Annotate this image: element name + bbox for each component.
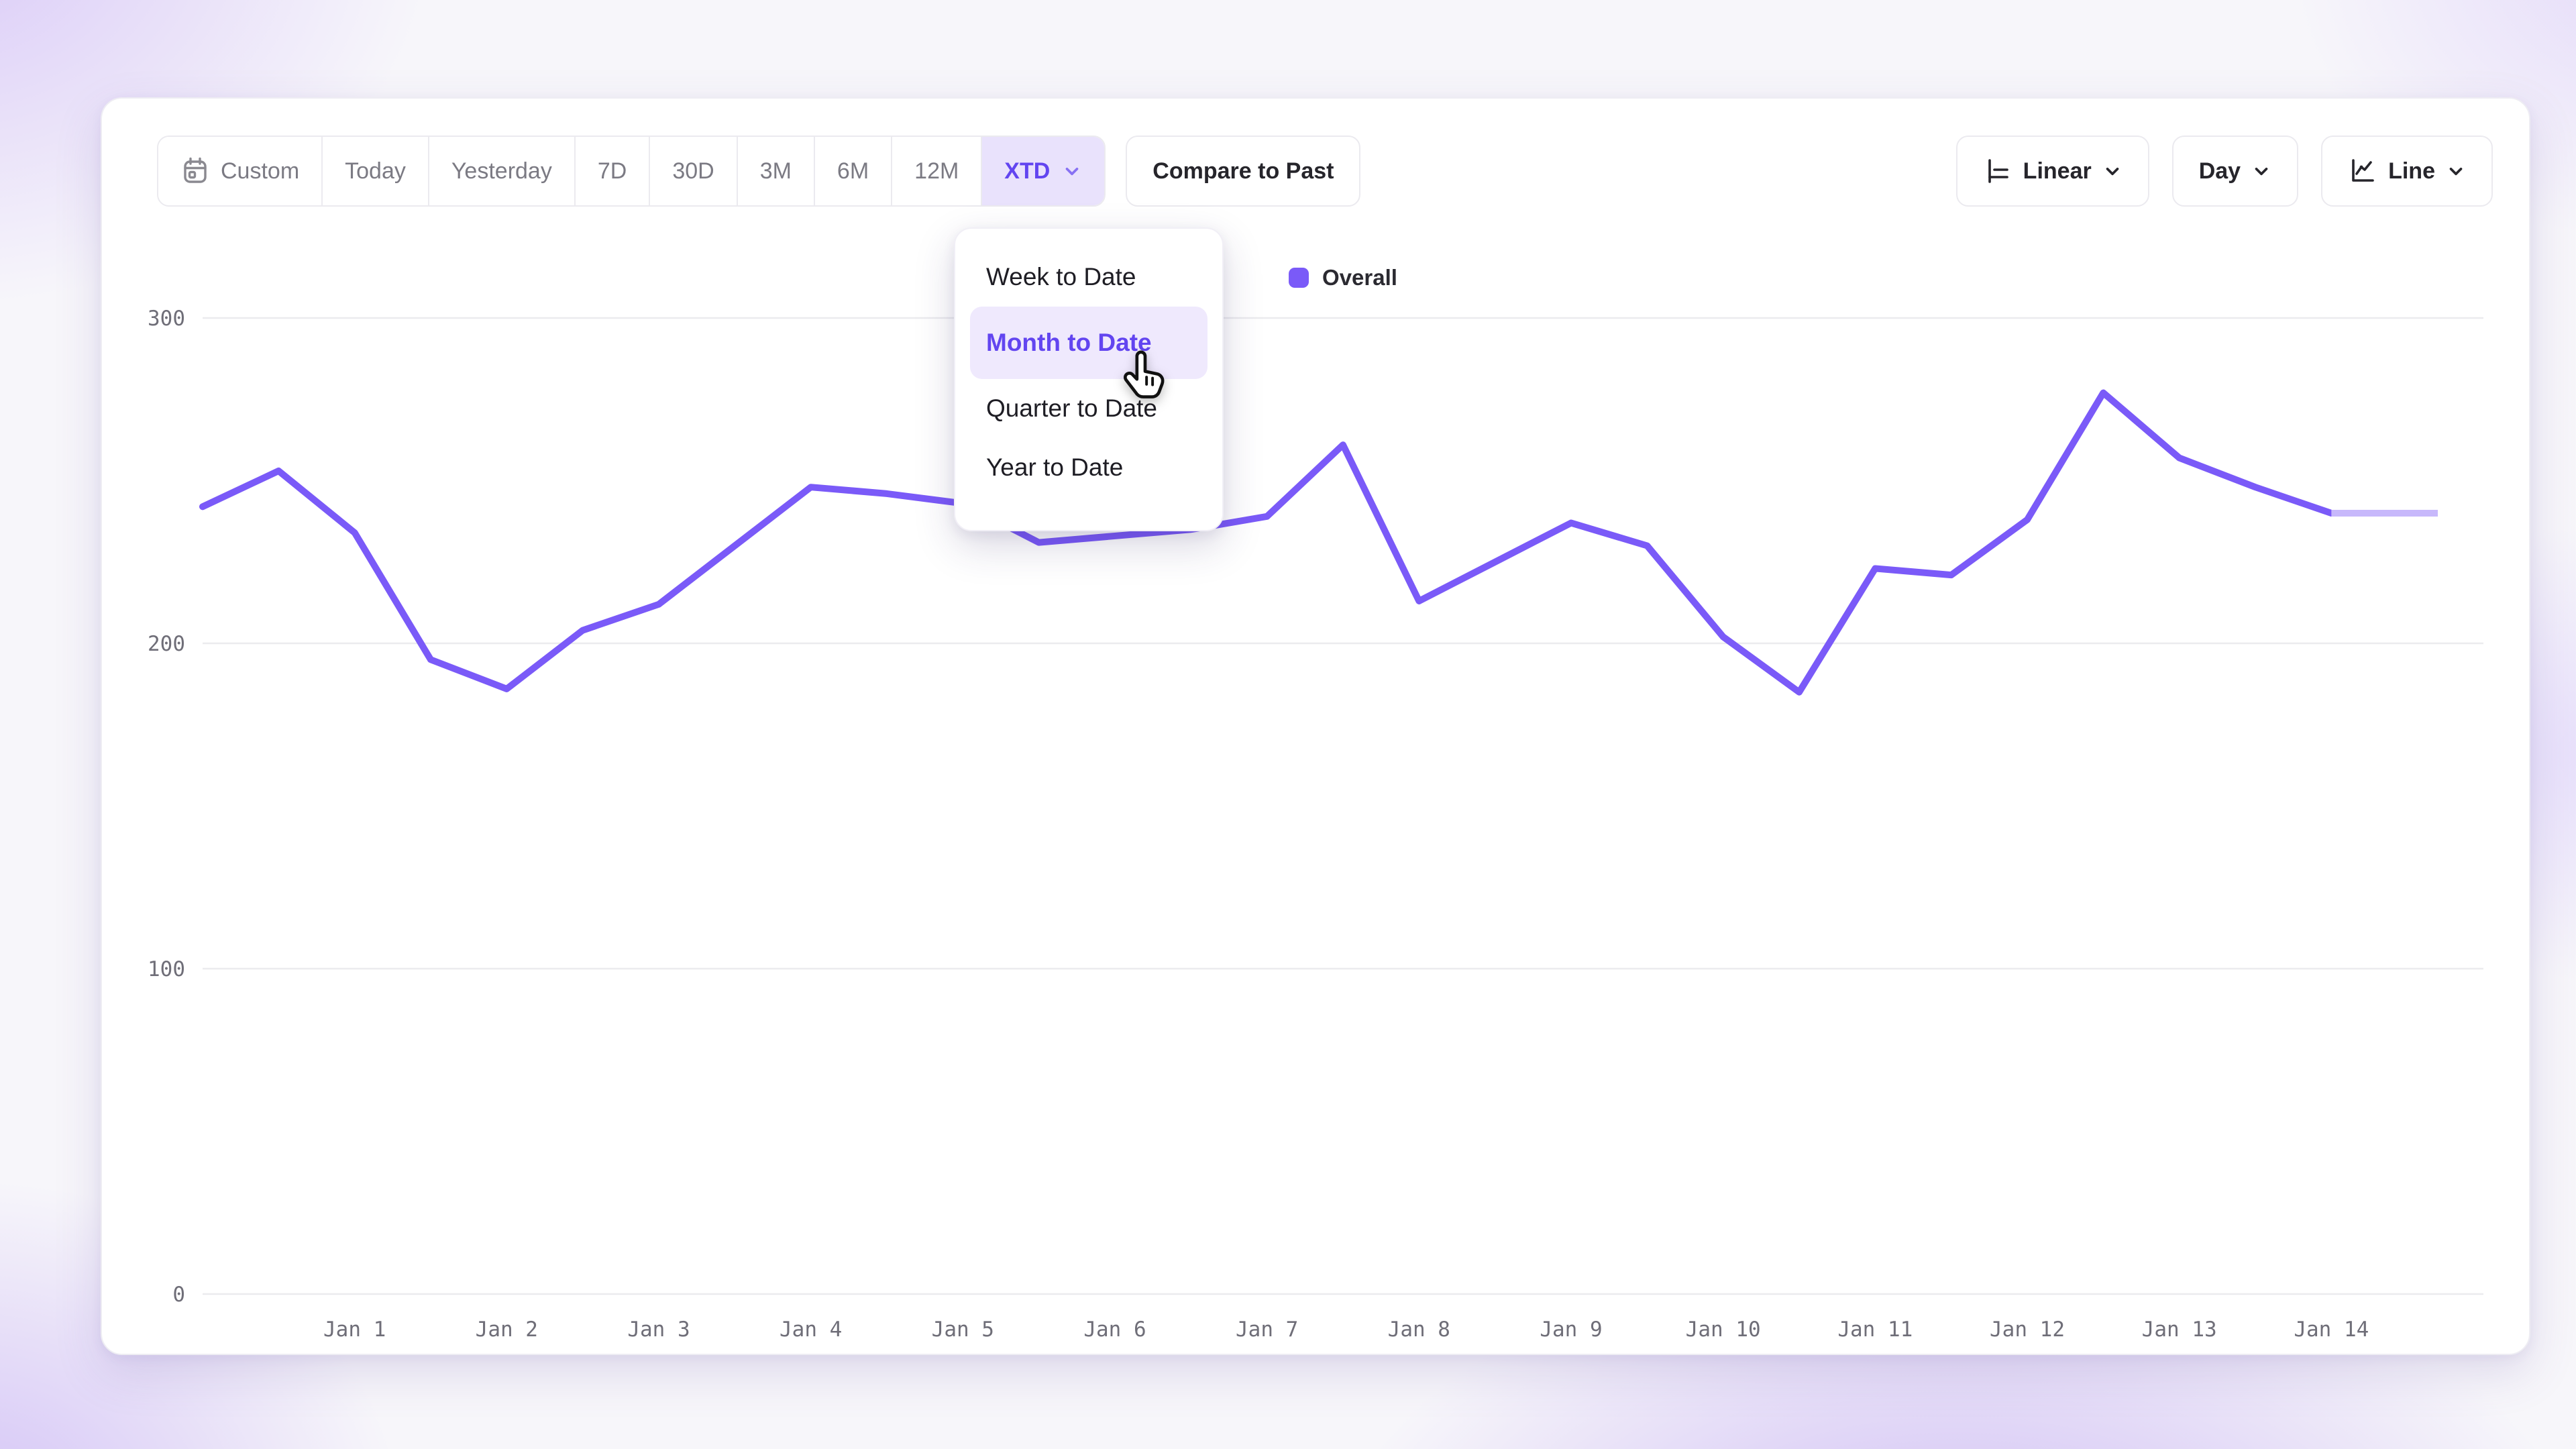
date-range-label: Today — [345, 158, 406, 184]
x-axis-tick-label: Jan 12 — [1990, 1318, 2065, 1342]
x-axis-tick-label: Jan 5 — [932, 1318, 994, 1342]
date-range-12m[interactable]: 12M — [891, 137, 981, 205]
date-range-label: 6M — [837, 158, 869, 184]
x-axis-tick-label: Jan 9 — [1540, 1318, 1602, 1342]
x-axis-tick-label: Jan 10 — [1686, 1318, 1761, 1342]
legend[interactable]: Overall — [1289, 265, 1397, 290]
date-range-label: XTD — [1004, 158, 1051, 184]
menu-item-month-to-date[interactable]: Month to Date — [970, 307, 1208, 379]
x-axis-tick-label: Jan 2 — [476, 1318, 538, 1342]
line-chart-icon — [2352, 159, 2374, 182]
date-range-label: 3M — [759, 158, 792, 184]
line-chart: 0 100 200 300 Jan 1 Jan 2 Jan 3 Jan 4 Jan 5 Jan 6… — [148, 307, 2484, 1342]
mouse-cursor-icon — [1124, 350, 1165, 398]
x-axis-tick-label: Jan 1 — [323, 1318, 386, 1342]
compare-to-past-button[interactable]: Compare to Past — [1126, 136, 1361, 207]
granularity-select[interactable]: Day — [2171, 136, 2299, 207]
x-axis-tick-label: Jan 3 — [627, 1318, 690, 1342]
date-range-label: Yesterday — [451, 158, 552, 184]
y-axis-tick-label: 200 — [148, 632, 185, 656]
y-axis-tick-label: 100 — [148, 957, 185, 981]
date-range-group: Custom Today Yesterday 7D 30D 3M 6M 12M XTD — [157, 136, 1106, 207]
analytics-card: Custom Today Yesterday 7D 30D 3M 6M 12M XTD Comp… — [101, 97, 2530, 1355]
date-range-30d[interactable]: 30D — [649, 137, 737, 205]
legend-swatch — [1289, 268, 1309, 288]
date-range-custom[interactable]: Custom — [158, 137, 322, 205]
legend-label: Overall — [1322, 265, 1397, 290]
date-range-label: Custom — [221, 158, 300, 184]
scale-select[interactable]: Linear — [1955, 136, 2149, 207]
chart-type-select[interactable]: Line — [2321, 136, 2493, 207]
date-range-label: 30D — [672, 158, 714, 184]
chevron-down-icon — [1065, 167, 1079, 176]
x-axis-tick-label: Jan 14 — [2294, 1318, 2369, 1342]
date-range-6m[interactable]: 6M — [813, 137, 892, 205]
x-axis-tick-label: Jan 13 — [2142, 1318, 2217, 1342]
menu-item-quarter-to-date[interactable]: Quarter to Date — [986, 394, 1158, 422]
chart-type-label: Line — [2388, 158, 2435, 184]
linear-scale-icon — [1988, 159, 2008, 183]
chevron-down-icon — [2449, 167, 2463, 176]
date-range-label: 12M — [914, 158, 959, 184]
chevron-down-icon — [2255, 167, 2268, 176]
date-range-7d[interactable]: 7D — [574, 137, 649, 205]
menu-item-week-to-date[interactable]: Week to Date — [986, 263, 1136, 290]
x-axis-tick-label: Jan 4 — [780, 1318, 842, 1342]
x-axis-tick-label: Jan 11 — [1837, 1318, 1913, 1342]
x-axis-tick-label: Jan 8 — [1388, 1318, 1450, 1342]
granularity-label: Day — [2198, 158, 2241, 184]
y-axis-tick-label: 300 — [148, 307, 185, 331]
x-axis-tick-label: Jan 7 — [1236, 1318, 1298, 1342]
toolbar: Custom Today Yesterday 7D 30D 3M 6M 12M XTD Comp… — [157, 136, 2493, 207]
scale-label: Linear — [2023, 158, 2092, 184]
date-range-yesterday[interactable]: Yesterday — [427, 137, 574, 205]
chevron-down-icon — [2106, 167, 2119, 176]
date-range-today[interactable]: Today — [321, 137, 428, 205]
x-axis-tick-label: Jan 6 — [1083, 1318, 1146, 1342]
date-range-xtd[interactable]: XTD — [981, 137, 1105, 205]
period-dropdown-menu: Week to Date Month to Date Quarter to Date… — [954, 227, 1224, 531]
calendar-icon — [184, 157, 207, 183]
y-axis-tick-label: 0 — [172, 1283, 185, 1307]
chart-controls: Linear Day Line — [1955, 136, 2493, 207]
menu-item-year-to-date[interactable]: Year to Date — [986, 453, 1124, 481]
date-range-3m[interactable]: 3M — [736, 137, 814, 205]
series-line-overall — [199, 389, 2335, 696]
chart-area: 0 100 200 300 Jan 1 Jan 2 Jan 3 Jan 4 Jan 5 Jan 6… — [142, 290, 2484, 1363]
date-range-label: 7D — [597, 158, 627, 184]
